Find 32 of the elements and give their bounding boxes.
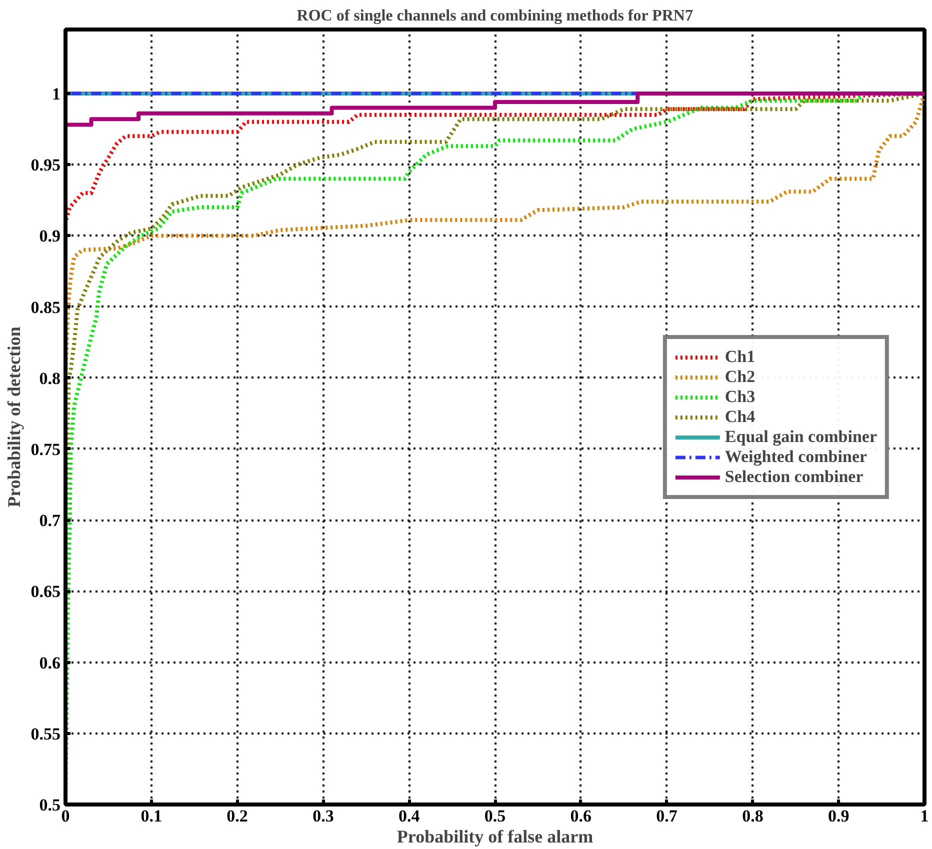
legend-label: Selection combiner xyxy=(724,466,864,486)
y-tick-label: 0.7 xyxy=(39,511,61,530)
y-tick-label: 0.9 xyxy=(39,226,60,246)
y-tick-label: 0.6 xyxy=(39,653,60,672)
x-tick-label: 0 xyxy=(61,806,70,826)
legend-label: Ch3 xyxy=(724,386,756,406)
legend-label: Ch4 xyxy=(724,406,756,426)
y-tick-label: 0.55 xyxy=(30,724,60,744)
y-tick-label: 0.65 xyxy=(30,582,60,602)
y-tick-label: 0.95 xyxy=(30,156,60,175)
x-tick-label: 0.9 xyxy=(828,806,850,826)
y-tick-label: 1 xyxy=(52,84,60,104)
x-tick-label: 0.2 xyxy=(226,806,248,826)
legend-label: Ch2 xyxy=(724,366,756,386)
legend-label: Equal gain combiner xyxy=(724,426,877,446)
chart-title: ROC of single channels and combining methods for PRN7 xyxy=(296,8,693,24)
legend-label: Weighted combiner xyxy=(724,446,868,466)
y-tick-label: 0.85 xyxy=(30,298,60,317)
line-series xyxy=(66,91,924,127)
x-tick-label: 1 xyxy=(920,806,929,826)
x-tick-label: 0.4 xyxy=(398,806,420,826)
x-tick-label: 0.5 xyxy=(484,806,506,826)
x-axis-title: Probability of false alarm xyxy=(396,826,594,846)
y-tick-label: 0.8 xyxy=(39,368,60,388)
y-axis-title: Probability of detection xyxy=(4,326,24,508)
x-tick-label: 0.7 xyxy=(656,806,678,826)
y-tick-label: 0.75 xyxy=(30,440,60,459)
x-tick-label: 0.8 xyxy=(742,806,764,826)
x-tick-label: 0.6 xyxy=(570,806,592,826)
x-tick-label: 0.1 xyxy=(140,806,162,826)
x-tick-label: 0.3 xyxy=(312,806,334,826)
legend-label: Ch1 xyxy=(724,346,756,366)
